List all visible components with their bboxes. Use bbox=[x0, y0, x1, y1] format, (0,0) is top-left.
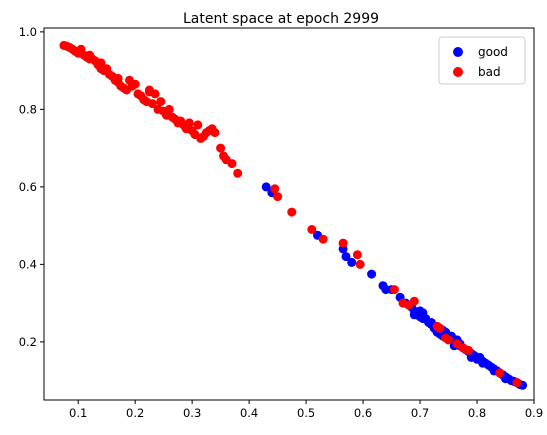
x-tick-label: 0.4 bbox=[240, 406, 258, 420]
y-tick-label: 0.8 bbox=[19, 102, 37, 116]
legend-marker-good bbox=[453, 47, 463, 57]
x-tick-label: 0.8 bbox=[468, 406, 486, 420]
x-axis: 0.1 0.2 0.3 0.4 0.5 0.6 0.7 0.8 0.9 bbox=[69, 400, 543, 420]
point-bad-65 bbox=[318, 234, 328, 244]
point-bad-59 bbox=[85, 54, 95, 64]
plot-frame bbox=[43, 27, 535, 401]
point-bad-62 bbox=[273, 192, 283, 202]
point-bad-66 bbox=[338, 238, 348, 248]
point-bad-54 bbox=[216, 143, 226, 153]
point-bad-64 bbox=[307, 225, 317, 234]
point-good-61 bbox=[501, 374, 510, 384]
point-good-64 bbox=[415, 306, 425, 316]
legend-label-bad: bad bbox=[478, 65, 501, 79]
point-bad-72 bbox=[409, 296, 419, 306]
y-tick-label: 0.6 bbox=[19, 180, 37, 194]
point-bad-83 bbox=[144, 87, 154, 97]
point-bad-74 bbox=[435, 323, 445, 333]
x-tick-label: 0.7 bbox=[411, 406, 429, 420]
x-tick-label: 0.6 bbox=[354, 406, 372, 420]
point-bad-53 bbox=[210, 128, 220, 138]
legend-label-good: good bbox=[478, 45, 508, 59]
point-good-55 bbox=[478, 358, 488, 368]
legend: good bad bbox=[438, 36, 526, 85]
x-tick-label: 0.3 bbox=[183, 406, 201, 420]
x-tick-label: 0.5 bbox=[297, 406, 315, 420]
chart-title: Latent space at epoch 2999 bbox=[183, 11, 379, 27]
point-good-6 bbox=[367, 269, 377, 279]
point-bad-60 bbox=[113, 73, 123, 83]
point-good-0 bbox=[261, 182, 271, 192]
point-bad-76 bbox=[444, 335, 453, 345]
points-layer bbox=[59, 40, 528, 390]
point-bad-34 bbox=[156, 97, 166, 107]
point-bad-47 bbox=[193, 120, 203, 130]
point-bad-44 bbox=[184, 118, 194, 128]
point-good-5 bbox=[347, 257, 357, 267]
point-bad-69 bbox=[389, 285, 399, 295]
y-tick-label: 0.2 bbox=[19, 335, 37, 349]
point-good-58 bbox=[418, 314, 428, 324]
point-bad-31 bbox=[147, 99, 157, 109]
point-bad-57 bbox=[227, 159, 237, 169]
point-bad-81 bbox=[495, 368, 505, 378]
y-tick-label: 0.4 bbox=[19, 257, 37, 271]
legend-marker-bad bbox=[453, 67, 463, 77]
point-bad-68 bbox=[355, 259, 365, 269]
point-bad-25 bbox=[130, 79, 140, 89]
point-bad-63 bbox=[287, 207, 297, 217]
x-tick-label: 0.2 bbox=[126, 406, 144, 420]
x-tick-label: 0.9 bbox=[525, 406, 543, 420]
point-bad-82 bbox=[512, 378, 522, 388]
point-good-54 bbox=[466, 352, 476, 362]
point-bad-67 bbox=[352, 250, 362, 260]
y-axis: 0.2 0.4 0.6 0.8 1.0 bbox=[19, 25, 44, 349]
point-bad-84 bbox=[96, 58, 106, 68]
y-tick-label: 1.0 bbox=[19, 25, 37, 39]
point-good-4 bbox=[341, 252, 351, 262]
point-bad-80 bbox=[464, 345, 473, 355]
point-bad-37 bbox=[164, 104, 174, 114]
point-bad-61 bbox=[270, 184, 280, 194]
x-tick-label: 0.1 bbox=[69, 406, 87, 420]
point-bad-58 bbox=[233, 168, 243, 178]
